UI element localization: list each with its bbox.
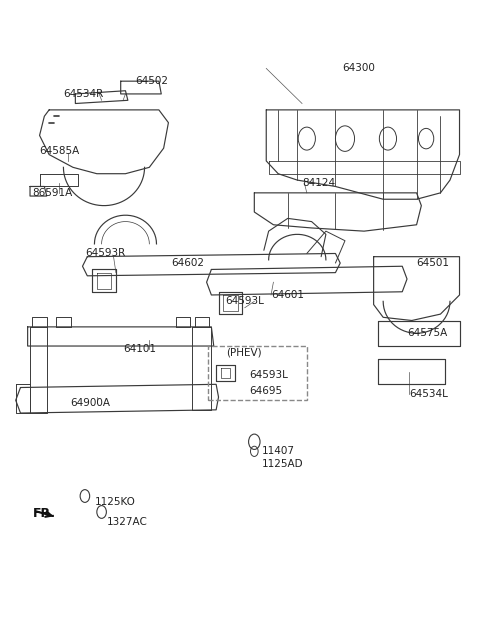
Text: 84124: 84124 [302, 178, 335, 188]
Text: 64501: 64501 [417, 258, 450, 268]
Text: 64593R: 64593R [85, 249, 125, 258]
Text: 64593L: 64593L [226, 296, 264, 306]
Text: (PHEV): (PHEV) [226, 347, 261, 358]
Text: 64585A: 64585A [39, 146, 80, 156]
Text: 86591A: 86591A [33, 188, 72, 198]
Text: 64502: 64502 [135, 76, 168, 86]
Text: FR.: FR. [33, 507, 56, 520]
Text: 64534R: 64534R [63, 89, 104, 99]
Text: 64695: 64695 [250, 386, 283, 395]
Text: 64900A: 64900A [71, 399, 110, 408]
Text: 64101: 64101 [123, 344, 156, 354]
Text: 64534L: 64534L [409, 389, 448, 399]
Text: 11407: 11407 [262, 446, 294, 456]
Text: 64593L: 64593L [250, 370, 288, 379]
Text: 64601: 64601 [271, 290, 304, 300]
Text: 1125AD: 1125AD [262, 459, 303, 469]
Text: 64300: 64300 [343, 63, 375, 74]
Text: 1125KO: 1125KO [95, 497, 135, 508]
Text: 64602: 64602 [171, 258, 204, 268]
Text: 64575A: 64575A [407, 328, 447, 338]
Text: 1327AC: 1327AC [107, 517, 147, 526]
